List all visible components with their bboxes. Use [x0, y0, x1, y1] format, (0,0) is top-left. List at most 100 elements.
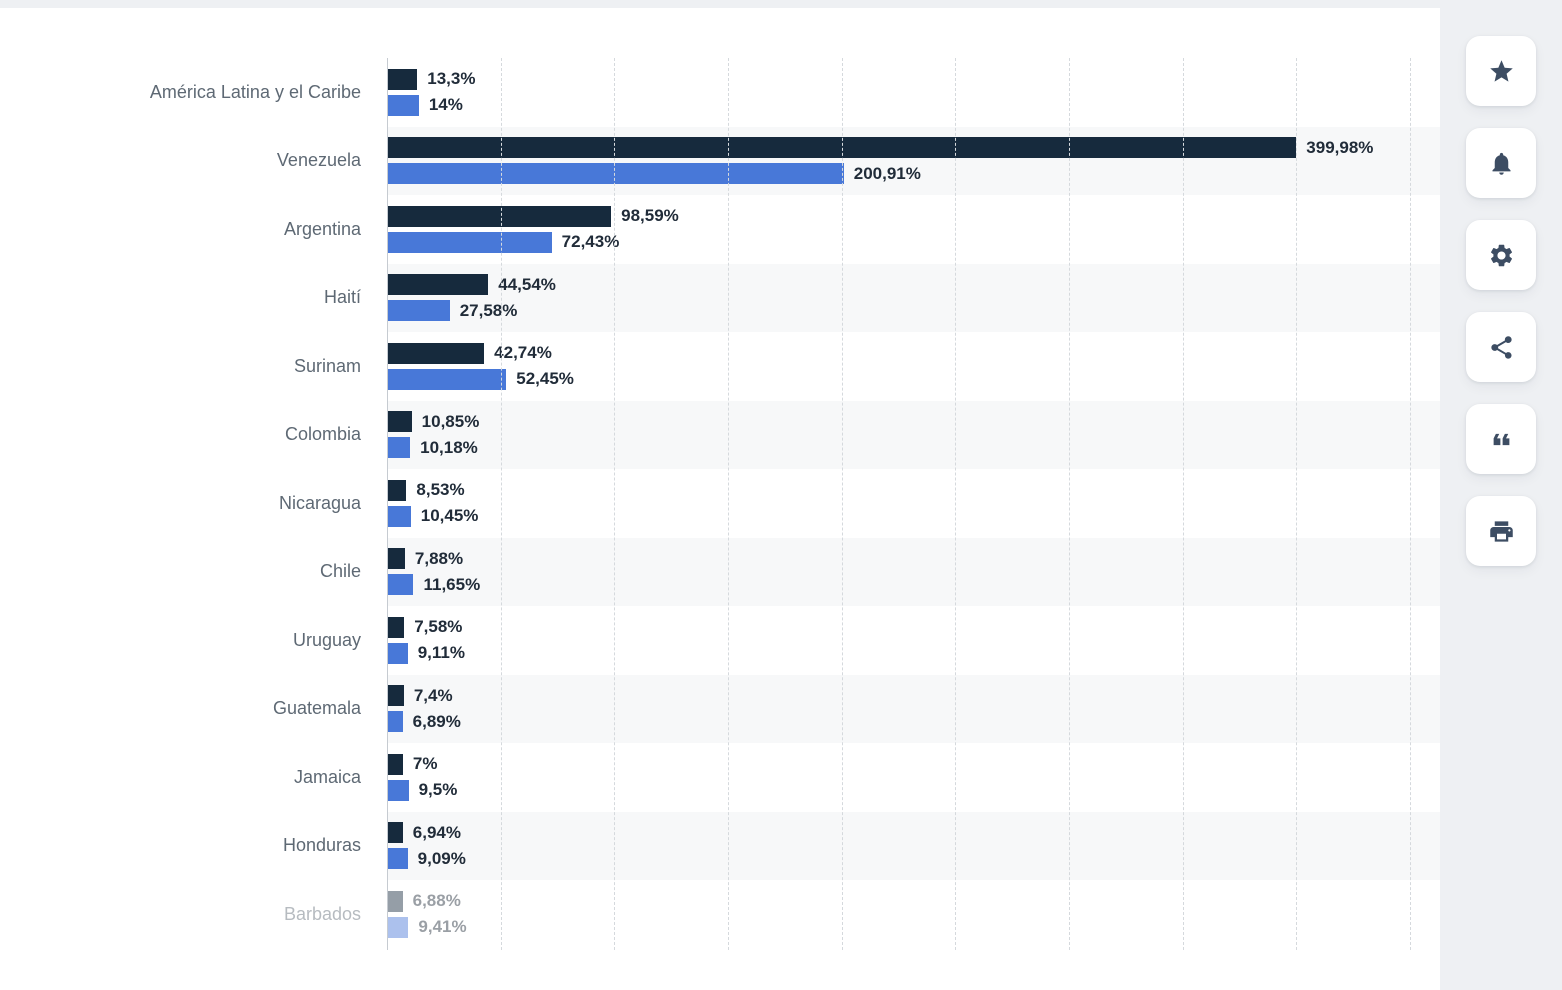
chart-row: Venezuela 399,98% 200,91%: [0, 126, 1440, 195]
bar-line: 10,18%: [387, 437, 1440, 458]
bar-series-2-blue: [387, 711, 403, 732]
bar-series-2-blue: [387, 163, 844, 184]
bar-line: 44,54%: [387, 274, 1440, 295]
category-label: Nicaragua: [278, 492, 361, 513]
bar-series-2-blue: [387, 779, 409, 801]
settings-button[interactable]: [1466, 220, 1536, 290]
value-label: 9,41%: [418, 917, 467, 936]
value-label: 44,54%: [498, 274, 556, 294]
plot-area: 13,3% 14%: [387, 58, 1440, 127]
toolbar-rail: [1440, 0, 1562, 990]
value-label: 6,89%: [412, 711, 461, 731]
bar-line: 10,45%: [387, 505, 1440, 527]
chart-row: Haití 44,54% 27,58%: [0, 263, 1440, 332]
plot-area: 42,74% 52,45%: [387, 332, 1440, 401]
bar-series-2-blue: [387, 574, 414, 595]
value-label: 7%: [412, 754, 438, 773]
chart-card: América Latina y el Caribe 13,3% 14% Venezu…: [0, 8, 1440, 990]
chart-row: Uruguay 7,58% 9,11%: [0, 606, 1440, 675]
bar-series-2-blue: [387, 94, 419, 116]
cite-button[interactable]: [1466, 404, 1536, 474]
favorite-button[interactable]: [1466, 36, 1536, 106]
value-label: 7,58%: [414, 617, 463, 636]
bar-series-1-dark-navy: [387, 548, 405, 569]
category-label: Barbados: [283, 903, 361, 924]
category-label: Venezuela: [276, 150, 361, 171]
category-label: Surinam: [293, 355, 361, 376]
plot-area: 7,4% 6,89%: [387, 674, 1440, 743]
bar-line: 399,98%: [387, 137, 1440, 158]
bar-series-1-dark-navy: [387, 753, 403, 775]
print-button[interactable]: [1466, 496, 1536, 566]
bar-series-2-blue: [387, 916, 409, 938]
chart-row: Chile 7,88% 11,65%: [0, 537, 1440, 606]
bar-line: 8,53%: [387, 479, 1440, 501]
chart-row: Argentina 98,59% 72,43%: [0, 195, 1440, 264]
share-icon: [1490, 335, 1512, 359]
bell-icon: [1492, 152, 1510, 175]
value-label: 13,3%: [427, 69, 476, 88]
value-label: 10,85%: [421, 411, 480, 431]
bar-series-1-dark-navy: [387, 616, 405, 638]
value-label: 10,18%: [420, 437, 478, 457]
plot-area: 10,85% 10,18%: [387, 400, 1440, 469]
value-label: 200,91%: [853, 163, 921, 183]
bar-series-2-blue: [387, 231, 552, 253]
bar-line: 7,4%: [387, 685, 1440, 706]
bar-line: 52,45%: [387, 368, 1440, 390]
bar-line: 11,65%: [387, 574, 1440, 595]
chart-row: Surinam 42,74% 52,45%: [0, 332, 1440, 401]
category-label: Uruguay: [292, 629, 361, 650]
bar-series-1-dark-navy: [387, 342, 485, 364]
category-label: Honduras: [282, 835, 361, 856]
plot-area: 399,98% 200,91%: [387, 126, 1440, 195]
plot-area: 7,88% 11,65%: [387, 537, 1440, 606]
bar-series-1-dark-navy: [387, 68, 418, 90]
value-label: 399,98%: [1306, 137, 1374, 157]
category-label: Colombia: [284, 424, 361, 445]
bar-series-2-blue: [387, 505, 411, 527]
bar-line: 72,43%: [387, 231, 1440, 253]
value-label: 14%: [428, 95, 463, 114]
bar-series-1-dark-navy: [387, 822, 403, 843]
bar-line: 10,85%: [387, 411, 1440, 432]
value-label: 7,4%: [413, 685, 453, 705]
chart-row: Barbados 6,88% 9,41%: [0, 880, 1440, 949]
star-icon: [1489, 59, 1513, 82]
printer-icon: [1489, 520, 1513, 542]
bar-line: 9,09%: [387, 848, 1440, 869]
bar-line: 27,58%: [387, 300, 1440, 321]
value-label: 10,45%: [420, 506, 479, 525]
value-label: 9,09%: [417, 848, 466, 868]
bar-line: 9,11%: [387, 642, 1440, 664]
bar-line: 42,74%: [387, 342, 1440, 364]
share-button[interactable]: [1466, 312, 1536, 382]
bar-line: 7,58%: [387, 616, 1440, 638]
gear-icon: [1490, 244, 1512, 266]
bar-series-1-dark-navy: [387, 685, 404, 706]
bar-series-1-dark-navy: [387, 137, 1297, 158]
plot-area: 7,58% 9,11%: [387, 606, 1440, 675]
category-label: Chile: [319, 561, 361, 582]
chart-row: Colombia 10,85% 10,18%: [0, 400, 1440, 469]
bar-series-2-blue: [387, 368, 507, 390]
plot-area: 7% 9,5%: [387, 743, 1440, 812]
bar-series-1-dark-navy: [387, 205, 612, 227]
alerts-button[interactable]: [1466, 128, 1536, 198]
plot-area: 6,94% 9,09%: [387, 811, 1440, 880]
bar-series-1-dark-navy: [387, 479, 407, 501]
bar-line: 98,59%: [387, 205, 1440, 227]
chart-row: Guatemala 7,4% 6,89%: [0, 674, 1440, 743]
category-label: Haití: [323, 287, 361, 308]
bar-line: 7,88%: [387, 548, 1440, 569]
plot-area: 98,59% 72,43%: [387, 195, 1440, 264]
value-label: 6,88%: [412, 891, 461, 910]
plot-area: 44,54% 27,58%: [387, 263, 1440, 332]
bar-line: 6,94%: [387, 822, 1440, 843]
value-label: 98,59%: [621, 206, 679, 225]
bar-line: 9,5%: [387, 779, 1440, 801]
bar-series-2-blue: [387, 300, 450, 321]
bar-series-2-blue: [387, 642, 408, 664]
quote-icon: [1493, 433, 1509, 445]
chart-row: Jamaica 7% 9,5%: [0, 743, 1440, 812]
